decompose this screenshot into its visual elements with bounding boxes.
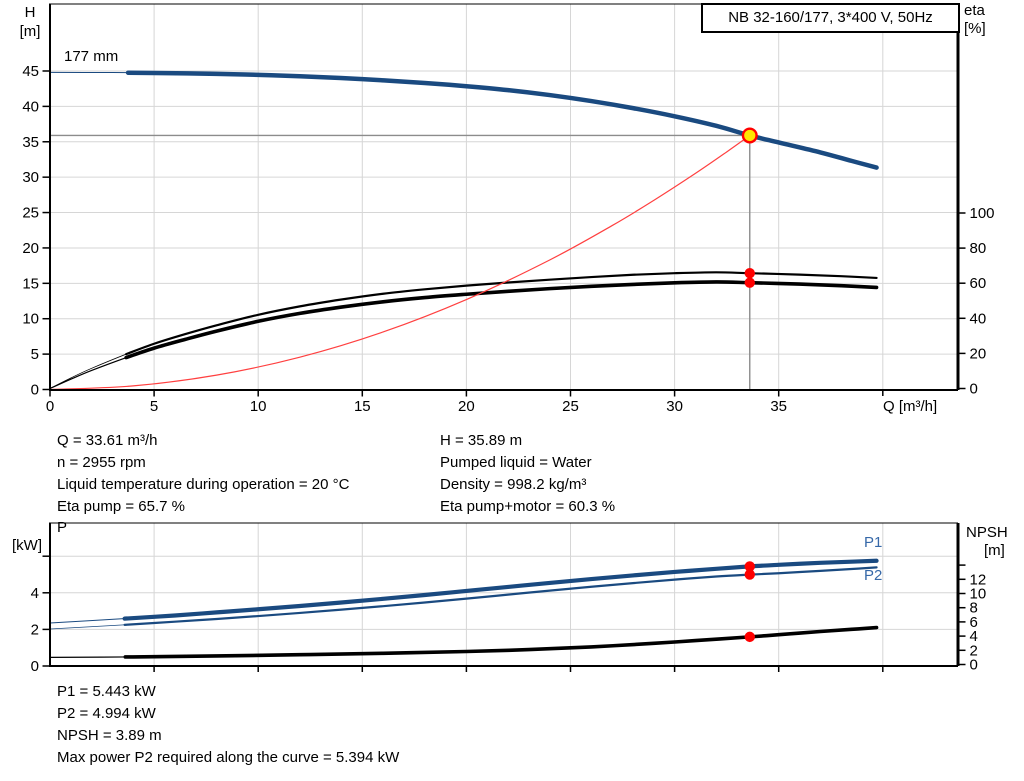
duty-point (741, 127, 758, 144)
x-tick-label: 35 (770, 398, 787, 415)
power-info: P1 = 5.443 kW P2 = 4.994 kW NPSH = 3.89 … (57, 681, 399, 769)
curve-system-thin (49, 134, 751, 391)
y-left-tick-label: 35 (22, 134, 39, 151)
y-right-tick-label: 80 (970, 240, 987, 257)
y-left-tick-label: 40 (22, 98, 39, 115)
curve-eta_pump (125, 271, 878, 356)
duty-marker-dot (744, 561, 755, 572)
y-right-tick-label: 6 (970, 614, 978, 631)
x-tick-label: 20 (458, 398, 475, 415)
y-right-tick-label: 4 (970, 628, 978, 645)
y-right-tick-label: 100 (970, 205, 995, 222)
y-right-tick-label: 40 (970, 310, 987, 327)
info-n: n = 2955 rpm (57, 454, 146, 471)
duty-info-right: H = 35.89 m Pumped liquid = Water Densit… (440, 430, 615, 518)
y-left-tick-label: 4 (31, 585, 39, 602)
duty-marker-dot (744, 267, 755, 279)
h-axis-unit: [m] (19, 23, 41, 40)
pump-title-box: NB 32-160/177, 3*400 V, 50Hz (701, 3, 960, 33)
y-left-tick-label: 10 (22, 311, 39, 328)
y-left-tick-label: 45 (22, 63, 39, 80)
x-tick-label: 25 (562, 398, 579, 415)
info-max-p2: Max power P2 required along the curve = … (57, 749, 400, 766)
curve-eta_pump_motor-thin (49, 281, 878, 390)
y-left-tick-label: 2 (31, 621, 39, 638)
p2-curve-label: P2 (864, 567, 883, 584)
curve-p1 (122, 558, 879, 621)
y-right-tick-label: 2 (970, 642, 978, 659)
q-axis-label: Q [m³/h] (883, 398, 938, 415)
info-h: H = 35.89 m (440, 432, 523, 449)
curve-eta_pump-thin (49, 271, 877, 389)
x-tick-label: 10 (250, 398, 267, 415)
curve-npsh (123, 625, 879, 659)
y-right-tick-label: 0 (970, 657, 978, 674)
duty-info-left: Q = 33.61 m³/h n = 2955 rpm Liquid tempe… (57, 430, 349, 518)
h-axis-label: H (24, 4, 36, 21)
impeller-diameter-label: 177 mm (64, 48, 119, 65)
y-left-tick-label: 25 (22, 205, 39, 222)
npsh-axis-label: NPSH (966, 524, 1008, 541)
p1-curve-label: P1 (864, 534, 883, 551)
eta-axis-label: eta (964, 2, 985, 19)
p-axis-label: P (56, 519, 67, 536)
y-left-tick-label: 30 (22, 169, 39, 186)
info-eta-pump-motor: Eta pump+motor = 60.3 % (440, 498, 616, 515)
y-right-tick-label: 8 (970, 600, 978, 617)
x-tick-label: 5 (150, 398, 158, 415)
info-npsh: NPSH = 3.89 m (57, 727, 162, 744)
y-left-tick-label: 20 (22, 240, 39, 257)
x-tick-label: 30 (666, 398, 683, 415)
info-p2: P2 = 4.994 kW (57, 705, 156, 722)
info-liquid: Pumped liquid = Water (440, 454, 592, 471)
y-right-tick-label: 60 (970, 275, 987, 292)
info-eta-pump: Eta pump = 65.7 % (57, 498, 185, 515)
curve-head (125, 70, 879, 170)
info-p1: P1 = 5.443 kW (57, 683, 156, 700)
y-right-tick-label: 0 (970, 381, 978, 398)
eta-axis-unit: [%] (964, 20, 986, 37)
info-temp: Liquid temperature during operation = 20… (57, 476, 350, 493)
curve-eta_pump_motor (124, 280, 879, 360)
y-left-tick-label: 5 (31, 346, 39, 363)
x-tick-label: 0 (46, 398, 54, 415)
y-right-tick-label: 12 (970, 571, 987, 588)
y-left-tick-label: 0 (31, 658, 39, 675)
duty-marker-dot (744, 631, 755, 643)
y-right-tick-label: 10 (970, 586, 987, 603)
y-left-tick-label: 0 (31, 382, 39, 399)
x-tick-label: 15 (354, 398, 371, 415)
duty-marker-dot (744, 277, 755, 288)
y-right-tick-label: 20 (970, 345, 987, 362)
p-axis-unit: [kW] (12, 537, 42, 554)
info-density: Density = 998.2 kg/m³ (440, 476, 587, 493)
duty-marker-dot (744, 569, 755, 580)
curve-p2 (123, 566, 878, 626)
npsh-axis-unit: [m] (984, 542, 1005, 559)
info-q: Q = 33.61 m³/h (57, 432, 158, 449)
y-left-tick-label: 15 (22, 275, 39, 292)
